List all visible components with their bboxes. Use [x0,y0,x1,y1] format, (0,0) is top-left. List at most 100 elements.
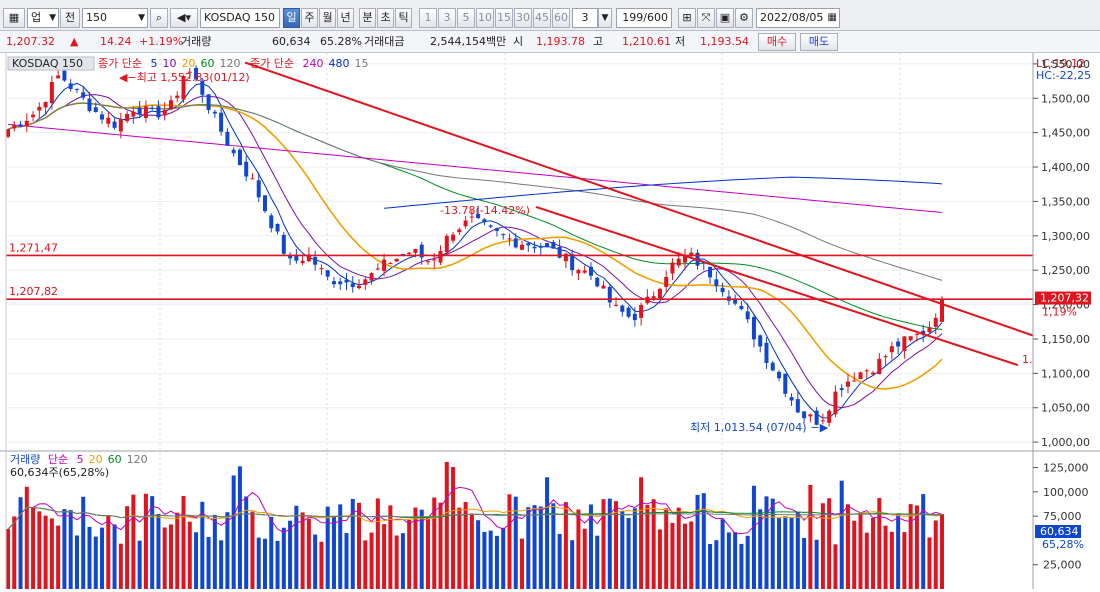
volume-bar [588,504,593,589]
tab-period-5[interactable]: 초 [377,8,394,28]
candle [902,336,907,352]
candle [795,399,800,413]
y-tick-label: 1,000,00 [1041,436,1090,449]
y-tick-label: 1,250,00 [1041,264,1090,277]
y-tick-label: 1,550,00 [1041,58,1090,71]
candle [877,358,882,375]
candle [469,216,474,218]
crosshair-icon[interactable]: ⤧ [697,8,715,28]
interval-button-0[interactable]: 1 [419,8,437,28]
volume-bar [708,543,713,589]
market-type-select[interactable]: 업 ▼ [27,8,59,28]
volume-bar [513,496,518,589]
symbol-input[interactable]: KOSDAQ 150 [200,8,280,28]
candle [808,414,813,417]
candle [175,95,180,98]
volume-value: 60,634 [272,35,311,48]
amount-label: 거래대금 [364,35,405,48]
candle [306,254,311,262]
chart-settings-icon[interactable]: ▦ [3,8,25,28]
volume-bar [570,540,575,589]
candle [150,107,155,110]
volume-bar [845,504,850,589]
volume-bar [357,502,362,589]
horizontal-line-1207-label: 1,207,82 [9,285,58,298]
volume-bar [858,514,863,589]
calendar-icon[interactable]: ▦ [827,12,837,23]
volume-bar [852,520,857,589]
volume-bar [106,515,111,589]
volume-bar [476,520,481,589]
save-icon[interactable]: ▣ [716,8,734,28]
speaker-icon[interactable]: ◀▾ [170,8,198,28]
candle [100,114,105,120]
interval-button-4[interactable]: 15 [495,8,513,28]
candle [720,287,725,293]
chevron-down-icon: ▼ [49,13,56,23]
candle [864,370,869,372]
candle [494,228,499,231]
price-volume-chart[interactable]: 1,271,47 1,207,82 KOSDAQ 150 종가 단순 5 10 20… [0,53,1100,589]
interval-button-3[interactable]: 10 [476,8,494,28]
volume-bar [156,514,161,589]
tab-period-3[interactable]: 년 [337,8,354,28]
grid-icon[interactable]: ⊞ [678,8,696,28]
candle [131,111,136,117]
chart-area[interactable]: 1,271,47 1,207,82 KOSDAQ 150 종가 단순 5 10 20… [0,53,1100,589]
trend-line-secondary[interactable] [535,205,1019,367]
buy-button[interactable]: 매수 [758,33,796,51]
volume-bar [582,528,587,589]
chevron-down-icon[interactable]: ▼ [598,8,612,28]
volume-bar [344,533,349,589]
interval-button-1[interactable]: 3 [438,8,456,28]
interval-button-5[interactable]: 30 [514,8,532,28]
ma-long-legend-item-0: 240 [302,57,323,70]
candle [244,161,249,177]
volume-ma-legend-item-1: 20 [89,453,103,466]
volume-bar [764,496,769,589]
tab-period-2[interactable]: 월 [319,8,336,28]
volume-bar [419,509,424,589]
ma-legend-item-4: 120 [219,57,240,70]
volume-legend: 거래량 단순 5 20 60 120 [10,453,148,466]
candle [250,178,255,180]
interval-button-2[interactable]: 5 [457,8,475,28]
search-icon[interactable]: ⌕ [150,8,168,28]
volume-bar [576,509,581,589]
volume-bar [889,531,894,589]
candle [112,121,117,128]
candle [143,106,148,118]
gear-icon[interactable]: ⚙ [735,8,753,28]
volume-bar [438,502,443,589]
ma-legend-item-0: 5 [150,57,157,70]
interval-button-6[interactable]: 45 [533,8,551,28]
candle [482,219,487,223]
tab-period-1[interactable]: 주 [301,8,318,28]
prev-button[interactable]: 전 [60,8,80,28]
trend-line-primary[interactable] [244,61,1034,337]
count-input[interactable]: 150 ▼ [82,8,148,28]
interval-button-7[interactable]: 60 [552,8,570,28]
candle [921,330,926,335]
volume-bar [269,516,274,589]
date-value: 2022/08/05 [760,11,824,24]
candle [889,346,894,353]
volume-bar [501,527,506,589]
volume-bar [827,498,832,589]
sell-button[interactable]: 매도 [800,33,838,51]
arrow-left-icon: ◀− [119,71,137,84]
volume-bar [545,477,550,589]
tab-period-0[interactable]: 일 [283,8,300,28]
candle [908,336,913,341]
tab-period-4[interactable]: 분 [359,8,376,28]
market-type-value: 업 [31,11,42,24]
date-input[interactable]: 2022/08/05 ▦ [756,8,840,28]
volume-bar [413,507,418,589]
tab-period-6[interactable]: 틱 [395,8,412,28]
candle [263,195,268,212]
pct-annotation: -13.78(-14.42%) [440,204,530,217]
candle [187,71,192,73]
volume-bar [494,535,499,589]
interval-select[interactable]: 3 [572,8,598,28]
volume-bar [921,494,926,589]
